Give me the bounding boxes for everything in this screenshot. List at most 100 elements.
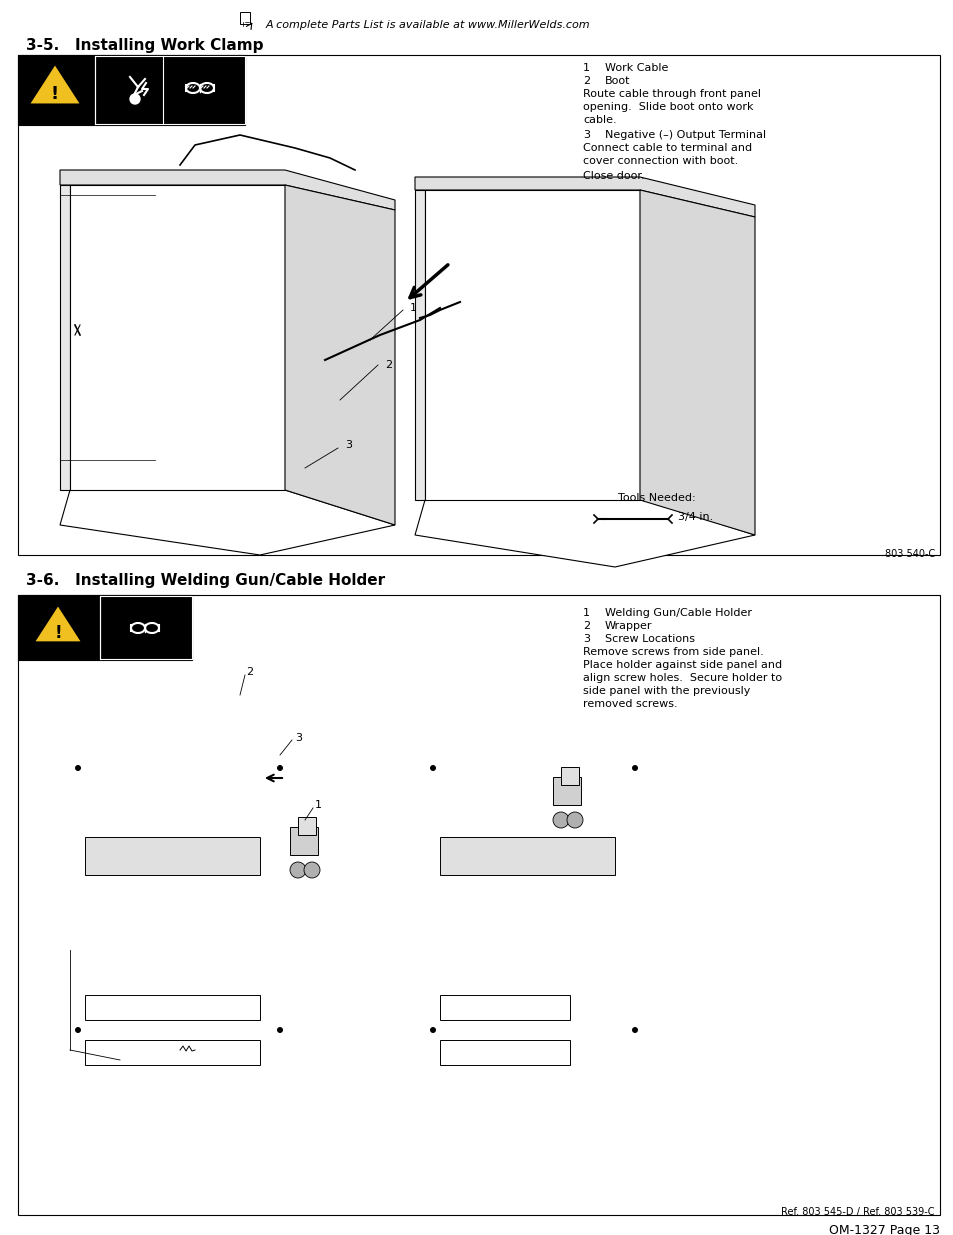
Text: 2: 2	[385, 359, 392, 370]
Circle shape	[304, 862, 319, 878]
Text: Connect cable to terminal and: Connect cable to terminal and	[582, 143, 751, 153]
Text: 3-5.   Installing Work Clamp: 3-5. Installing Work Clamp	[26, 38, 263, 53]
Text: Work Cable: Work Cable	[604, 63, 668, 73]
Polygon shape	[60, 769, 154, 1045]
Circle shape	[233, 388, 276, 432]
Text: cable.: cable.	[582, 115, 616, 125]
Circle shape	[430, 1028, 436, 1032]
Circle shape	[290, 862, 306, 878]
Bar	[95, 56, 245, 124]
Text: Route cable through front panel: Route cable through front panel	[582, 89, 760, 99]
Polygon shape	[325, 781, 399, 1079]
Text: 3/4 in.: 3/4 in.	[678, 513, 713, 522]
Text: !: !	[54, 624, 62, 642]
Polygon shape	[154, 755, 399, 781]
Bar	[439, 837, 615, 876]
Bar	[174, 215, 305, 430]
Circle shape	[430, 764, 436, 771]
Text: Negative (–) Output Terminal: Negative (–) Output Terminal	[604, 130, 765, 140]
Bar	[85, 1040, 260, 1065]
Text: 3: 3	[345, 440, 352, 450]
Bar	[214, 275, 285, 330]
Circle shape	[553, 811, 568, 827]
Polygon shape	[415, 190, 424, 500]
Text: opening.  Slide boot onto work: opening. Slide boot onto work	[582, 103, 753, 112]
Circle shape	[631, 1028, 638, 1032]
Text: Screw Locations: Screw Locations	[604, 634, 695, 643]
Bar	[290, 827, 317, 855]
Text: side panel with the previously: side panel with the previously	[582, 685, 750, 697]
Text: 3-6.   Installing Welding Gun/Cable Holder: 3-6. Installing Welding Gun/Cable Holder	[26, 573, 385, 588]
Circle shape	[181, 247, 189, 253]
Bar	[18, 595, 939, 1215]
Polygon shape	[154, 755, 325, 1079]
Bar	[240, 303, 252, 320]
Bar	[85, 995, 260, 1020]
Text: 2: 2	[246, 667, 253, 677]
Text: 803 540-C: 803 540-C	[883, 550, 934, 559]
Text: Tools Needed:: Tools Needed:	[618, 493, 695, 503]
Circle shape	[216, 367, 233, 383]
Polygon shape	[60, 170, 395, 210]
Bar	[85, 837, 260, 876]
Circle shape	[181, 411, 189, 419]
Text: A complete Parts List is available at www.MillerWelds.com: A complete Parts List is available at ww…	[266, 20, 590, 30]
Polygon shape	[70, 185, 285, 490]
Bar	[439, 1040, 569, 1065]
Circle shape	[221, 370, 229, 379]
Circle shape	[247, 372, 263, 388]
Polygon shape	[459, 935, 530, 967]
Text: Welding Gun/Cable Holder: Welding Gun/Cable Holder	[604, 608, 751, 618]
Text: Wrapper: Wrapper	[604, 621, 652, 631]
Text: Remove screws from side panel.: Remove screws from side panel.	[582, 647, 763, 657]
Bar	[18, 56, 939, 555]
Circle shape	[276, 1028, 283, 1032]
Polygon shape	[34, 605, 82, 642]
Text: Place holder against side panel and: Place holder against side panel and	[582, 659, 781, 671]
Circle shape	[243, 398, 267, 422]
Bar	[240, 12, 250, 23]
Polygon shape	[450, 918, 490, 940]
Text: align screw holes.  Secure holder to: align screw holes. Secure holder to	[582, 673, 781, 683]
Circle shape	[75, 1028, 81, 1032]
Polygon shape	[29, 64, 81, 104]
Text: Close door.: Close door.	[582, 170, 644, 182]
Circle shape	[193, 487, 196, 490]
Text: Boot: Boot	[604, 77, 630, 86]
Polygon shape	[60, 490, 395, 555]
Bar	[439, 995, 569, 1020]
Circle shape	[75, 764, 81, 771]
Circle shape	[296, 247, 303, 253]
Text: 1: 1	[582, 63, 589, 73]
Circle shape	[566, 811, 582, 827]
Circle shape	[251, 375, 258, 384]
Text: 2: 2	[582, 621, 590, 631]
Text: cover connection with boot.: cover connection with boot.	[582, 156, 738, 165]
Polygon shape	[415, 500, 754, 567]
Bar	[220, 303, 232, 320]
Bar	[560, 767, 578, 785]
Text: 3: 3	[294, 734, 302, 743]
Circle shape	[130, 94, 140, 104]
Polygon shape	[154, 1055, 399, 1105]
Circle shape	[187, 362, 203, 378]
Polygon shape	[60, 185, 70, 490]
Text: 1: 1	[410, 303, 416, 312]
Bar	[100, 597, 192, 659]
Text: 3: 3	[582, 130, 589, 140]
Circle shape	[191, 366, 199, 374]
Text: 2: 2	[582, 77, 590, 86]
Circle shape	[631, 764, 638, 771]
Text: 1: 1	[582, 608, 589, 618]
Circle shape	[276, 764, 283, 771]
Bar	[18, 56, 245, 125]
Text: Ref. 803 545-D / Ref. 803 539-C: Ref. 803 545-D / Ref. 803 539-C	[781, 1207, 934, 1216]
Bar	[553, 777, 580, 805]
Text: removed screws.: removed screws.	[582, 699, 677, 709]
Polygon shape	[639, 190, 754, 535]
Text: 1: 1	[314, 800, 322, 810]
Text: !: !	[51, 85, 59, 103]
Bar	[18, 595, 192, 659]
Polygon shape	[285, 185, 395, 525]
Polygon shape	[415, 177, 754, 217]
